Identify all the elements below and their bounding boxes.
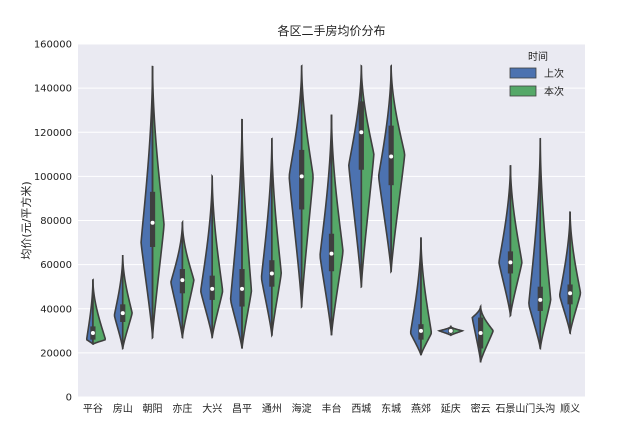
median-point: [478, 331, 483, 336]
y-tick-label: 140000: [34, 84, 72, 95]
x-tick-label: 密云: [471, 402, 491, 415]
median-point: [90, 331, 95, 336]
legend-label: 本次: [544, 85, 564, 98]
x-tick-label: 东城: [381, 402, 401, 415]
x-tick-label: 丰台: [322, 402, 342, 415]
violin-right-石景山: [509, 165, 523, 318]
violin-left-丰台: [319, 114, 333, 336]
x-tick-label: 延庆: [441, 402, 461, 415]
violin-right-延庆: [449, 325, 465, 336]
legend-title: 时间: [528, 50, 548, 63]
violin-left-西城: [347, 64, 363, 288]
violin-right-密云: [479, 303, 494, 363]
violin-right-海淀: [300, 64, 314, 309]
median-point: [240, 286, 245, 291]
violin-left-石景山: [498, 165, 512, 318]
violin-right-西城: [360, 64, 375, 289]
x-tick-label: 平谷: [83, 403, 103, 415]
violin-right-东城: [390, 64, 406, 274]
median-point: [150, 220, 155, 225]
x-tick-label: 昌平: [232, 403, 252, 415]
violin-right-亦庄: [181, 222, 195, 339]
violin-right-房山: [121, 255, 133, 350]
x-tick-label: 门头沟: [525, 402, 555, 415]
violin-left-延庆: [436, 325, 452, 337]
iqr-box: [358, 101, 364, 170]
x-tick-label: 海淀: [292, 402, 312, 415]
x-tick-label: 房山: [113, 402, 133, 415]
median-point: [210, 286, 215, 291]
y-tick-label: 80000: [40, 216, 72, 227]
violin-left-朝阳: [140, 65, 154, 340]
violin-right-丰台: [330, 114, 344, 336]
x-tick-labels: 平谷 房山 朝阳 亦庄 大兴 昌平 通州 海淀 丰台 西城 东城 燕郊 延庆 密云 石景山 门头沟 顺义: [83, 402, 580, 415]
x-tick-label: 石景山: [495, 403, 525, 415]
median-point: [418, 328, 423, 333]
x-tick-label: 顺义: [560, 403, 580, 415]
x-tick-label: 大兴: [202, 402, 222, 415]
y-tick-label: 120000: [34, 128, 72, 139]
median-point: [359, 130, 364, 135]
y-tick-label: 100000: [34, 172, 72, 183]
violin-right-朝阳: [151, 65, 165, 340]
y-tick-label: 40000: [40, 304, 72, 315]
median-point: [538, 297, 543, 302]
x-tick-label: 燕郊: [411, 402, 431, 415]
chart-title: 各区二手房均价分布: [277, 23, 385, 38]
violin-left-亦庄: [170, 222, 184, 339]
legend-label: 上次: [544, 67, 564, 80]
y-tick-label: 160000: [34, 40, 72, 51]
median-point: [120, 311, 125, 316]
legend-swatch: [509, 85, 537, 97]
violin-left-东城: [377, 64, 392, 274]
violins: [85, 64, 582, 363]
median-point: [299, 174, 304, 179]
median-point: [568, 291, 573, 296]
y-tick-label: 20000: [40, 348, 72, 359]
x-tick-label: 朝阳: [143, 403, 163, 415]
median-point: [389, 154, 394, 159]
y-tick-labels: 0 20000 40000 60000 80000 100000 120000 140000 1…: [34, 40, 72, 404]
median-point: [269, 271, 274, 276]
median-point: [508, 260, 513, 265]
x-tick-label: 西城: [351, 403, 371, 415]
x-tick-label: 亦庄: [172, 402, 192, 415]
violin-left-海淀: [288, 64, 303, 309]
y-axis-title: 均价(元/平方米): [19, 181, 33, 259]
x-tick-label: 通州: [262, 403, 282, 415]
median-point: [448, 328, 453, 333]
median-point: [180, 278, 185, 283]
y-tick-label: 0: [66, 393, 72, 404]
iqr-box: [149, 191, 156, 247]
y-tick-label: 60000: [40, 260, 72, 271]
iqr-box: [299, 149, 305, 210]
legend-swatch: [509, 67, 537, 79]
median-point: [329, 251, 334, 256]
